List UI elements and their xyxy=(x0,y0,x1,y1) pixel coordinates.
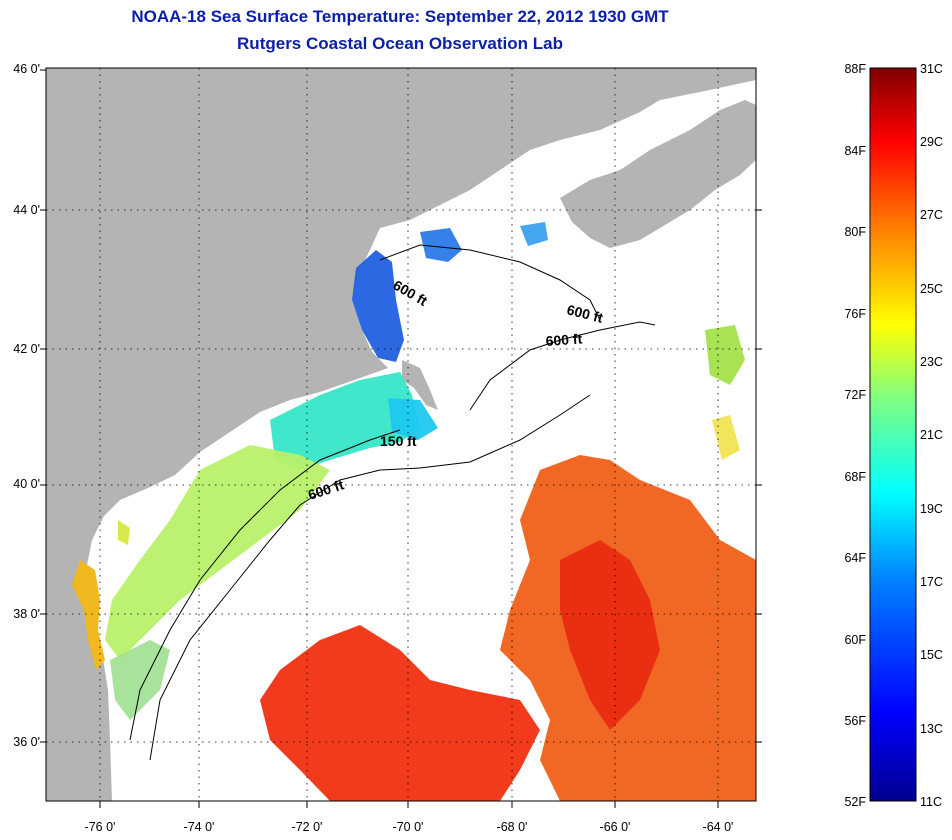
sst-patch-nantucket xyxy=(388,398,438,440)
sst-patch-offshore-core xyxy=(560,540,660,730)
map-frame xyxy=(45,67,757,802)
colorbar-c-label: 17C xyxy=(920,575,943,589)
lon-label: -64 0' xyxy=(702,820,734,834)
sst-patch-shelf-north xyxy=(270,372,420,470)
colorbar-f-label: 64F xyxy=(844,551,866,565)
colorbar-c-label: 27C xyxy=(920,208,943,222)
colorbar-c-label: 11C xyxy=(920,795,943,809)
lon-label: -74 0' xyxy=(183,820,215,834)
sst-patch-gulf-of-maine xyxy=(352,250,404,362)
colorbar-c-label: 31C xyxy=(920,62,943,76)
lat-label: 46 0' xyxy=(13,62,40,76)
sst-patch-bay-of-fundy xyxy=(520,222,548,246)
colorbar-f-label: 88F xyxy=(844,62,866,76)
colorbar-c-label: 15C xyxy=(920,648,943,662)
lat-label: 36 0' xyxy=(13,735,40,749)
contour-label: 600 ft xyxy=(545,330,583,349)
contour-150ft xyxy=(129,429,401,741)
sst-patch-east-yellow xyxy=(712,415,740,460)
sst-patch-east-green xyxy=(705,325,745,385)
chesapeake-bay xyxy=(72,560,105,670)
lat-label: 44 0' xyxy=(13,203,40,217)
land-cape-cod xyxy=(402,360,438,410)
sst-patch-georges-east xyxy=(420,228,462,262)
colorbar-c-label: 19C xyxy=(920,502,943,516)
colorbar-f-label: 72F xyxy=(844,388,866,402)
lon-label: -76 0' xyxy=(84,820,116,834)
colorbar-c-label: 23C xyxy=(920,355,943,369)
sst-patch-shelf-mid xyxy=(105,445,330,660)
contour-label: 150 ft xyxy=(380,433,417,449)
colorbar-f-label: 76F xyxy=(844,307,866,321)
colorbar-c-label: 25C xyxy=(920,282,943,296)
lat-label: 40 0' xyxy=(13,477,40,491)
colorbar-c-label: 13C xyxy=(920,722,943,736)
colorbar-c-label: 29C xyxy=(920,135,943,149)
map-subtitle: Rutgers Coastal Ocean Observation Lab xyxy=(237,34,563,53)
axis-ticks xyxy=(40,69,762,808)
contour-gulf-of-maine xyxy=(379,244,601,321)
colorbar-f-label: 60F xyxy=(844,633,866,647)
colorbar-f-label: 52F xyxy=(844,795,866,809)
land-mainland xyxy=(46,68,756,801)
lon-label: -66 0' xyxy=(599,820,631,834)
map-gridlines xyxy=(46,68,756,801)
lon-label: -72 0' xyxy=(291,820,323,834)
contour-600ft-shelf-edge xyxy=(149,394,591,761)
colorbar-f-label: 80F xyxy=(844,225,866,239)
colorbar-f-label: 84F xyxy=(844,144,866,158)
delaware-bay xyxy=(118,520,130,545)
colorbar-f-label: 56F xyxy=(844,714,866,728)
lat-label: 42 0' xyxy=(13,342,40,356)
map-title: NOAA-18 Sea Surface Temperature: Septemb… xyxy=(131,7,669,26)
lon-label: -70 0' xyxy=(392,820,424,834)
sst-patch-offshore-west xyxy=(260,625,540,801)
lon-label: -68 0' xyxy=(496,820,528,834)
colorbar-c-label: 21C xyxy=(920,428,943,442)
colorbar-f-label: 68F xyxy=(844,470,866,484)
colorbar xyxy=(869,67,917,802)
land-nova-scotia xyxy=(560,100,756,248)
contour-georges-bank xyxy=(469,321,656,411)
lat-label: 38 0' xyxy=(13,607,40,621)
